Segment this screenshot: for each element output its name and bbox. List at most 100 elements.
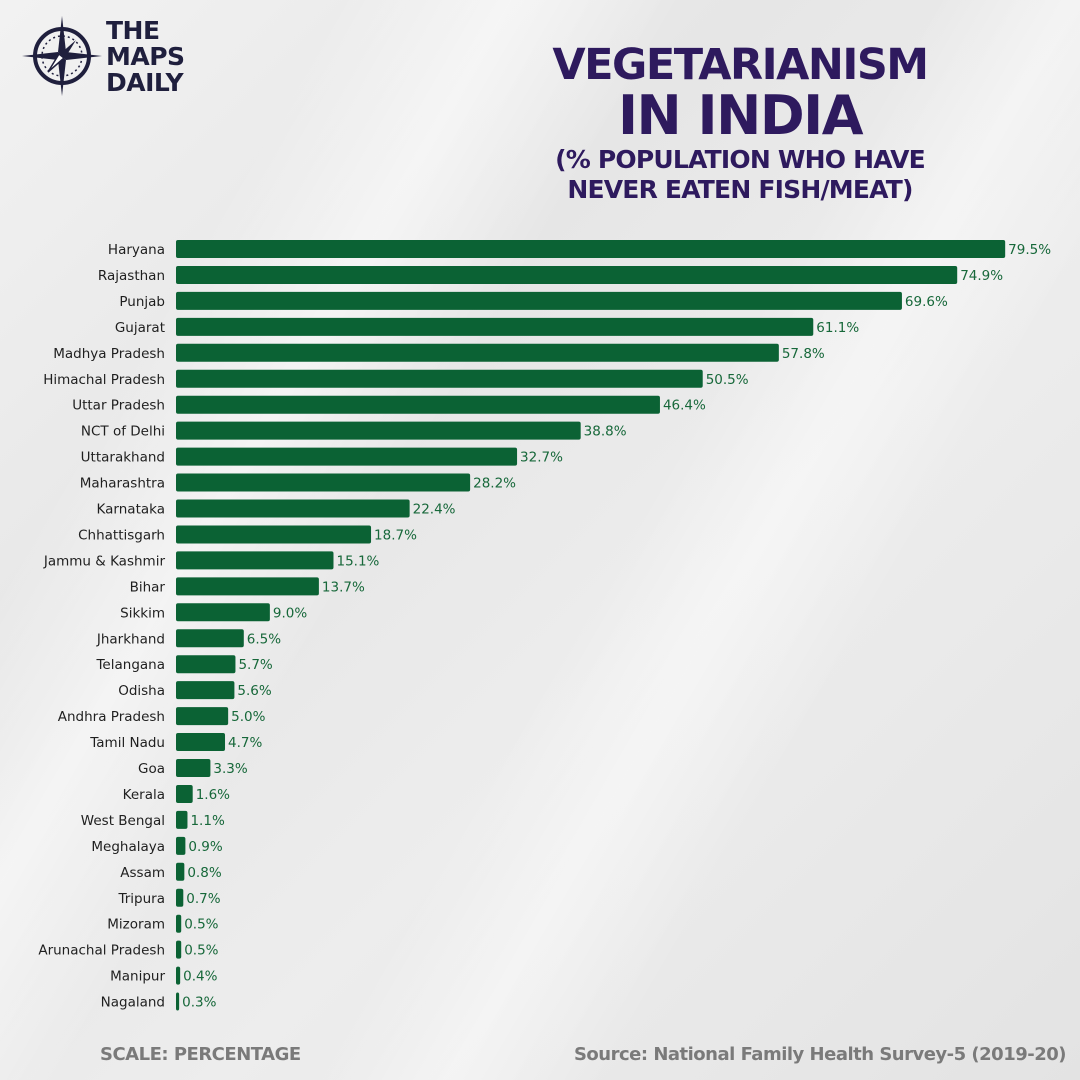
value-label: 1.1% (190, 813, 224, 829)
bar (176, 551, 334, 570)
value-label: 0.7% (186, 891, 220, 907)
bar (176, 395, 660, 414)
bar (176, 810, 188, 829)
compass-icon (22, 16, 102, 96)
category-label: Goa (138, 761, 165, 777)
source-note: Source: National Family Health Survey-5 … (573, 1044, 1067, 1065)
bar (176, 759, 211, 777)
value-label: 3.3% (213, 761, 247, 777)
category-label: West Bengal (81, 813, 165, 829)
category-label: Tripura (117, 891, 165, 907)
category-label: Kerala (123, 787, 165, 803)
value-label: 22.4% (413, 502, 456, 518)
value-label: 15.1% (336, 553, 379, 569)
value-label: 4.7% (228, 735, 262, 751)
value-label: 32.7% (520, 450, 563, 466)
value-label: 18.7% (374, 527, 417, 543)
category-label: Uttarakhand (81, 450, 165, 466)
bar (176, 888, 184, 907)
category-label: Karnataka (97, 502, 165, 518)
scale-note: SCALE: PERCENTAGE (100, 1044, 301, 1065)
category-label: Punjab (119, 294, 165, 310)
category-label: Haryana (108, 242, 165, 258)
bar (176, 862, 185, 881)
value-label: 69.6% (905, 294, 948, 310)
bar (176, 966, 181, 985)
category-label: Jharkhand (96, 631, 165, 647)
bar (176, 836, 186, 855)
value-label: 0.3% (182, 995, 216, 1011)
category-label: Maharashtra (80, 476, 165, 492)
category-label: Uttar Pradesh (72, 398, 165, 414)
brand-line-2: MAPS (106, 42, 185, 71)
bar (176, 629, 244, 648)
bar (176, 681, 235, 700)
value-label: 1.6% (196, 787, 230, 803)
bar (176, 265, 958, 284)
category-label: Gujarat (115, 320, 165, 336)
value-label: 5.0% (231, 709, 265, 725)
category-label: Tamil Nadu (89, 735, 165, 751)
bar (176, 473, 471, 492)
title-line-2: IN INDIA (617, 84, 864, 147)
chart-heading: VEGETARIANISM IN INDIA (% POPULATION WHO… (520, 42, 960, 204)
value-label: 5.7% (238, 657, 272, 673)
bar (176, 655, 236, 674)
category-label: Mizoram (107, 917, 165, 933)
value-label: 5.6% (237, 683, 271, 699)
bar (176, 343, 779, 362)
category-label: NCT of Delhi (81, 424, 165, 440)
bar (176, 525, 372, 544)
brand-line-3: DAILY (106, 68, 184, 97)
bar (176, 577, 319, 596)
value-label: 6.5% (247, 631, 281, 647)
category-label: Rajasthan (98, 268, 165, 284)
bar (176, 369, 703, 388)
category-label: Jammu & Kashmir (43, 553, 166, 569)
value-label: 0.5% (184, 943, 218, 959)
value-label: 0.8% (187, 865, 221, 881)
category-label: Sikkim (120, 605, 165, 621)
brand-line-1: THE (106, 16, 160, 45)
category-label: Odisha (118, 683, 165, 699)
value-label: 28.2% (473, 476, 516, 492)
value-label: 46.4% (663, 398, 706, 414)
bar (176, 940, 182, 959)
category-label: Andhra Pradesh (58, 709, 165, 725)
bar (176, 914, 182, 933)
category-label: Himachal Pradesh (43, 372, 165, 388)
value-label: 0.9% (188, 839, 222, 855)
title-line-1: VEGETARIANISM (552, 40, 929, 90)
bar (176, 603, 270, 622)
brand-wordmark: THE MAPS DAILY (106, 18, 185, 96)
bar (176, 447, 518, 466)
value-label: 50.5% (706, 372, 749, 388)
value-label: 0.5% (184, 917, 218, 933)
category-label: Telangana (95, 657, 165, 673)
category-label: Meghalaya (91, 839, 165, 855)
bar (176, 317, 814, 336)
category-label: Assam (120, 865, 165, 881)
value-label: 61.1% (816, 320, 859, 336)
category-label: Arunachal Pradesh (38, 943, 165, 959)
value-label: 79.5% (1008, 242, 1051, 258)
value-label: 57.8% (782, 346, 825, 362)
value-label: 38.8% (584, 424, 627, 440)
bar (176, 240, 1006, 258)
bar (176, 992, 180, 1011)
category-label: Chhattisgarh (78, 527, 165, 543)
subtitle-line-1: (% POPULATION WHO HAVE (555, 145, 926, 174)
category-label: Nagaland (101, 995, 165, 1011)
value-label: 74.9% (960, 268, 1003, 284)
value-label: 9.0% (273, 605, 307, 621)
bar (176, 733, 226, 752)
bar (176, 707, 229, 726)
brand-logo: THE MAPS DAILY (20, 14, 230, 104)
bar (176, 499, 410, 518)
bar (176, 421, 581, 440)
category-label: Manipur (110, 969, 165, 985)
bar (176, 784, 193, 803)
category-label: Bihar (130, 579, 166, 595)
category-label: Madhya Pradesh (53, 346, 165, 362)
